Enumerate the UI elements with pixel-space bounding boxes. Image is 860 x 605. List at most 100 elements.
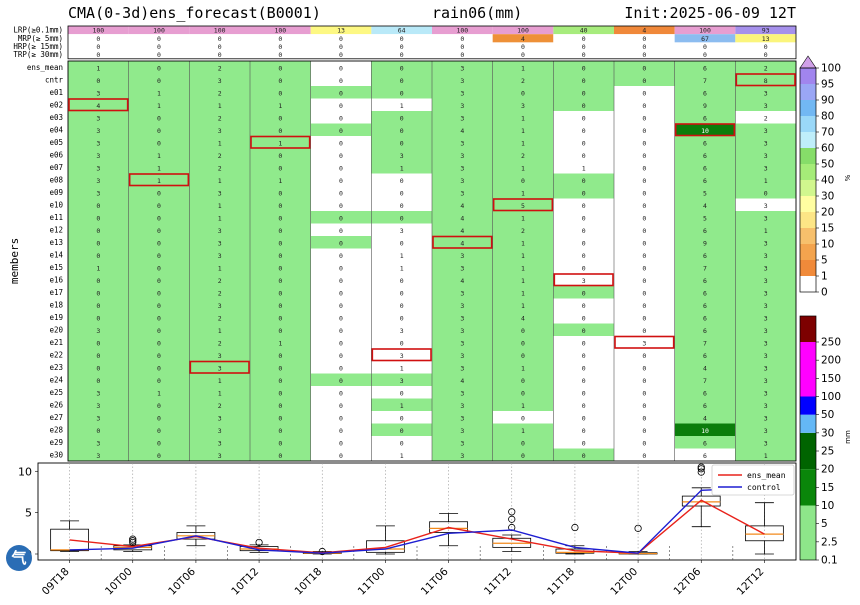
prob-cell-value: 0: [218, 43, 222, 51]
member-cell-value: 2: [521, 227, 525, 235]
prob-row-label: HRP(≥ 15mm): [13, 42, 63, 51]
prob-cell-value: 0: [642, 51, 646, 59]
prob-cell-value: 0: [339, 51, 343, 59]
member-cell-value: 0: [339, 127, 343, 135]
member-cell-value: 2: [218, 152, 222, 160]
member-cell: [735, 211, 796, 224]
member-cell-value: 0: [582, 289, 586, 297]
prob-colorbar-tick-label: 80: [821, 111, 834, 123]
member-cell-value: 0: [642, 277, 646, 285]
prob-cell-value: 100: [214, 27, 226, 35]
member-cell: [614, 373, 675, 386]
member-cell-value: 0: [521, 177, 525, 185]
prob-cell-value: 0: [764, 51, 768, 59]
member-cell-value: 3: [460, 452, 464, 460]
prob-cell-value: 0: [339, 43, 343, 51]
member-cell: [432, 436, 493, 449]
outlier-point: [129, 535, 137, 543]
prob-cell: [189, 26, 250, 35]
member-cell: [492, 98, 554, 111]
member-cell-value: 3: [460, 302, 464, 310]
member-cell: [68, 373, 129, 386]
member-cell-value: 0: [582, 339, 586, 347]
member-cell: [614, 86, 675, 99]
member-cell-value: 0: [96, 302, 100, 310]
member-cell: [250, 123, 311, 136]
member-cell: [492, 161, 554, 174]
member-cell-value: 0: [642, 227, 646, 235]
member-cell-value: 7: [703, 264, 707, 272]
member-cell-value: 1: [764, 452, 768, 460]
member-cell-value: 3: [460, 164, 464, 172]
member-cell-value: 0: [157, 439, 161, 447]
member-cell-value: 0: [582, 239, 586, 247]
member-cell-value: 1: [400, 252, 404, 260]
member-cell: [735, 248, 796, 261]
prob-row-label: TRP(≥ 30mm): [13, 50, 63, 59]
member-cell-value: 0: [521, 352, 525, 360]
member-cell-value: 1: [400, 364, 404, 372]
member-cell: [735, 86, 796, 99]
member-cell-value: 0: [278, 389, 282, 397]
member-cell: [128, 448, 190, 461]
member-cell: [128, 298, 190, 311]
prob-colorbar-segment: [800, 276, 816, 292]
member-cell-value: 0: [400, 89, 404, 97]
member-cell-value: 0: [157, 402, 161, 410]
member-cell-value: 0: [339, 89, 343, 97]
member-cell-value: 3: [764, 427, 768, 435]
member-cell-value: 0: [157, 277, 161, 285]
member-cell-value: 0: [96, 289, 100, 297]
member-cell-value: 0: [582, 77, 586, 85]
member-cell: [310, 73, 372, 86]
member-cell: [68, 273, 129, 286]
member-cell: [553, 173, 614, 186]
member-cell-value: 3: [764, 339, 768, 347]
member-cell: [614, 411, 675, 424]
member-cell-value: 6: [703, 277, 707, 285]
prob-cell-value: 0: [642, 35, 646, 43]
prob-cell: [674, 50, 736, 59]
prob-cell: [128, 42, 190, 51]
member-cell-value: 0: [96, 377, 100, 385]
member-label: e28: [49, 426, 63, 435]
member-cell: [553, 311, 614, 324]
member-cell: [128, 286, 190, 299]
member-cell: [735, 436, 796, 449]
member-cell-value: 2: [218, 339, 222, 347]
member-cell: [371, 98, 432, 111]
member-cell: [432, 298, 493, 311]
member-cell-value: 10: [701, 427, 709, 435]
member-cell-value: 0: [278, 327, 282, 335]
prob-colorbar-tick-label: 90: [821, 95, 834, 107]
x-tick-label: 10T06: [166, 565, 198, 597]
prob-colorbar-tick-label: 100: [821, 63, 841, 75]
prob-cell: [250, 42, 311, 51]
member-cell: [674, 361, 736, 374]
member-cell: [674, 261, 736, 274]
member-cell-value: 3: [764, 139, 768, 147]
member-cell: [128, 223, 190, 236]
member-cell: [128, 323, 190, 336]
member-cell: [492, 348, 554, 361]
member-cell: [371, 286, 432, 299]
member-cell: [553, 223, 614, 236]
member-cell: [371, 236, 432, 249]
member-cell-value: 0: [157, 414, 161, 422]
member-cell-value: 7: [703, 77, 707, 85]
member-cell-value: 0: [582, 402, 586, 410]
member-cell: [674, 423, 736, 436]
outlier-point: [571, 523, 579, 532]
member-cell: [432, 423, 493, 436]
member-cell-value: 0: [339, 402, 343, 410]
member-cell: [310, 448, 372, 461]
member-cell-value: 2: [218, 64, 222, 72]
member-cell: [371, 223, 432, 236]
member-cell-value: 3: [460, 339, 464, 347]
member-cell-value: 3: [96, 127, 100, 135]
member-cell-value: 0: [96, 314, 100, 322]
member-cell-value: 9: [703, 102, 707, 110]
member-cell-value: 3: [764, 314, 768, 322]
member-cell-value: 3: [460, 114, 464, 122]
member-cell: [68, 398, 129, 411]
